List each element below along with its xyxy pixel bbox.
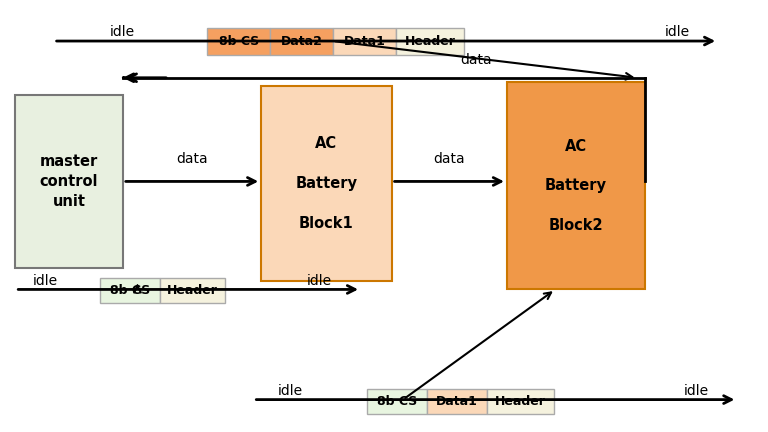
Text: 8b CS: 8b CS <box>219 35 259 48</box>
Text: Data1: Data1 <box>436 395 478 408</box>
Bar <box>160 278 225 303</box>
Text: master
control
unit: master control unit <box>40 154 98 209</box>
Text: 8b CS: 8b CS <box>377 395 417 408</box>
Text: data: data <box>460 53 492 67</box>
Bar <box>15 95 123 268</box>
Bar <box>507 82 645 289</box>
Text: data: data <box>176 152 208 166</box>
Bar <box>270 28 333 55</box>
Text: idle: idle <box>664 25 690 39</box>
Bar <box>207 28 270 55</box>
Text: idle: idle <box>278 384 303 398</box>
Text: idle: idle <box>32 274 58 288</box>
Text: Data2: Data2 <box>281 35 323 48</box>
Text: idle: idle <box>684 384 709 398</box>
Text: Data1: Data1 <box>344 35 386 48</box>
Text: data: data <box>433 152 465 166</box>
Text: Header: Header <box>495 395 546 408</box>
Bar <box>427 389 487 414</box>
Text: Header: Header <box>167 284 218 297</box>
Text: AC

Battery

Block1: AC Battery Block1 <box>296 137 357 231</box>
Bar <box>333 28 396 55</box>
Bar <box>396 28 464 55</box>
Bar <box>487 389 554 414</box>
Text: Header: Header <box>405 35 455 48</box>
Bar <box>261 86 392 281</box>
Text: idle: idle <box>109 25 134 39</box>
Text: idle: idle <box>307 274 333 288</box>
Text: 8b CS: 8b CS <box>110 284 150 297</box>
Bar <box>100 278 160 303</box>
Text: AC

Battery

Block2: AC Battery Block2 <box>545 139 607 233</box>
Bar <box>367 389 427 414</box>
